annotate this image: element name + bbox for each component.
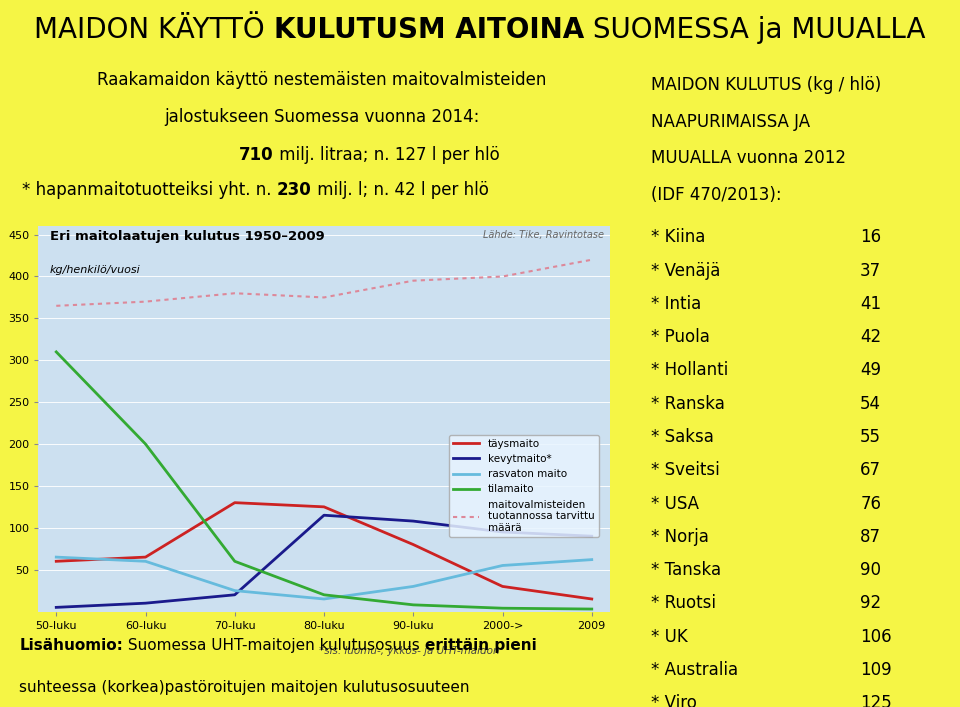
Text: 230: 230 [276, 182, 312, 199]
Text: 49: 49 [860, 361, 881, 380]
Text: * kulutusmaidoiksi yht. n.: * kulutusmaidoiksi yht. n. [22, 146, 239, 163]
Text: 42: 42 [860, 328, 881, 346]
Text: * Sveitsi: * Sveitsi [651, 461, 720, 479]
Text: KULUTUSM AITOINA: KULUTUSM AITOINA [274, 16, 584, 44]
Text: * Venäjä: * Venäjä [651, 262, 720, 280]
Text: MAIDON KULUTUS (kg / hlö): MAIDON KULUTUS (kg / hlö) [651, 76, 881, 94]
Text: Raakamaidon käyttö nestemäisten maitovalmisteiden: Raakamaidon käyttö nestemäisten maitoval… [97, 71, 546, 89]
Text: * Ruotsi: * Ruotsi [651, 595, 716, 612]
Text: * Puola: * Puola [651, 328, 710, 346]
Text: * hapanmaitotuotteiksi yht. n.: * hapanmaitotuotteiksi yht. n. [22, 182, 276, 199]
Text: kg/henkilö/vuosi: kg/henkilö/vuosi [50, 264, 140, 275]
Text: * Hollanti: * Hollanti [651, 361, 729, 380]
Text: MAIDON KÄYTTÖ: MAIDON KÄYTTÖ [35, 16, 274, 44]
Text: Lisähuomio:: Lisähuomio: [19, 638, 123, 653]
Text: MUUALLA vuonna 2012: MUUALLA vuonna 2012 [651, 149, 846, 167]
Text: 54: 54 [860, 395, 881, 413]
Legend: täysmaito, kevytmaito*, rasvaton maito, tilamaito, maitovalmisteiden
tuotannossa: täysmaito, kevytmaito*, rasvaton maito, … [449, 435, 599, 537]
Text: Suomessa UHT-maitojen kulutusosuus: Suomessa UHT-maitojen kulutusosuus [123, 638, 424, 653]
Text: milj. litraa; n. 127 l per hlö: milj. litraa; n. 127 l per hlö [274, 146, 500, 163]
Text: * Ranska: * Ranska [651, 395, 725, 413]
Text: *sis. luomu-, ykkös- ja UHT-maidon: *sis. luomu-, ykkös- ja UHT-maidon [320, 646, 500, 656]
Text: * UK: * UK [651, 628, 687, 645]
Text: Lisähuomio:: Lisähuomio: [19, 638, 123, 653]
Text: Eri maitolaatujen kulutus 1950–2009: Eri maitolaatujen kulutus 1950–2009 [50, 230, 324, 243]
Text: * Kiina: * Kiina [651, 228, 706, 246]
Text: 230: 230 [276, 182, 312, 199]
Text: SUOMESSA ja MUUALLA: SUOMESSA ja MUUALLA [584, 16, 925, 44]
Text: * Australia: * Australia [651, 661, 738, 679]
Text: (IDF 470/2013):: (IDF 470/2013): [651, 185, 781, 204]
Text: NAAPURIMAISSA JA: NAAPURIMAISSA JA [651, 112, 810, 131]
Text: 710: 710 [239, 146, 274, 163]
Text: 87: 87 [860, 528, 881, 546]
Text: Lähde: Tike, Ravintotase: Lähde: Tike, Ravintotase [483, 230, 604, 240]
Text: Suomessa UHT-maitojen kulutusosuus: Suomessa UHT-maitojen kulutusosuus [123, 638, 424, 653]
Text: 76: 76 [860, 494, 881, 513]
Text: 90: 90 [860, 561, 881, 579]
Text: 37: 37 [860, 262, 881, 280]
Text: 41: 41 [860, 295, 881, 313]
Text: * Saksa: * Saksa [651, 428, 714, 446]
Text: 16: 16 [860, 228, 881, 246]
Text: 710: 710 [239, 146, 274, 163]
Text: suhteessa (korkea)pastöroitujen maitojen kulutusosuuteen: suhteessa (korkea)pastöroitujen maitojen… [19, 680, 469, 695]
Text: jalostukseen Suomessa vuonna 2014:: jalostukseen Suomessa vuonna 2014: [164, 108, 479, 127]
Text: 109: 109 [860, 661, 892, 679]
Text: 125: 125 [860, 694, 892, 707]
Text: 55: 55 [860, 428, 881, 446]
Text: 92: 92 [860, 595, 881, 612]
Text: 67: 67 [860, 461, 881, 479]
Text: 106: 106 [860, 628, 892, 645]
Text: * Intia: * Intia [651, 295, 702, 313]
Text: * Norja: * Norja [651, 528, 708, 546]
Text: * Tanska: * Tanska [651, 561, 721, 579]
Text: milj. l; n. 42 l per hlö: milj. l; n. 42 l per hlö [312, 182, 489, 199]
Text: * USA: * USA [651, 494, 699, 513]
Text: * hapanmaitotuotteiksi yht. n.: * hapanmaitotuotteiksi yht. n. [22, 182, 276, 199]
Text: erittäin pieni: erittäin pieni [424, 638, 537, 653]
Text: * Viro: * Viro [651, 694, 697, 707]
